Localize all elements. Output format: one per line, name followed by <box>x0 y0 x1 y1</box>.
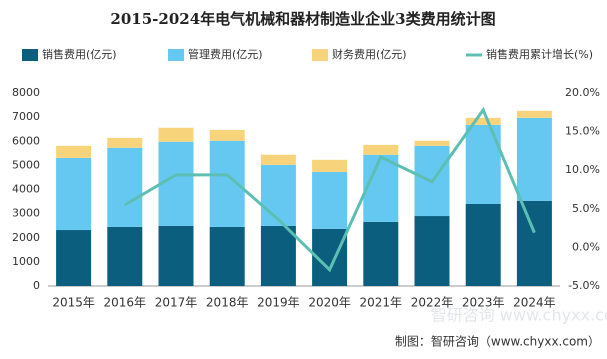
bar <box>414 140 450 146</box>
y2-tick-label: 5.0% <box>572 202 600 215</box>
x-tick-label: 2017年 <box>155 296 198 310</box>
y2-tick-label: 0.0% <box>572 240 600 253</box>
bar <box>516 117 552 201</box>
legend-label: 销售费用(亿元) <box>42 47 117 61</box>
bar <box>56 145 92 158</box>
x-tick-label: 2015年 <box>52 296 95 310</box>
bar <box>158 141 194 226</box>
bar <box>260 225 296 286</box>
bar <box>363 144 399 155</box>
x-tick-label: 2019年 <box>257 296 300 310</box>
y-tick-label: 6000 <box>12 134 40 147</box>
y-tick-label: 5000 <box>12 158 40 171</box>
legend-swatch <box>22 49 38 61</box>
bar <box>107 226 143 286</box>
bar <box>363 154 399 222</box>
bar <box>158 127 194 142</box>
source: 制图：智研咨询（www.chyxx.com） <box>395 334 600 349</box>
y-tick-label: 8000 <box>12 86 40 99</box>
bar <box>516 200 552 286</box>
y2-tick-label: 20.0% <box>565 86 600 99</box>
x-tick-label: 2023年 <box>462 296 505 310</box>
x-tick-label: 2016年 <box>104 296 147 310</box>
y2-tick-label: -5.0% <box>568 279 600 292</box>
line <box>124 106 536 273</box>
bar <box>465 203 501 286</box>
bar <box>56 230 92 286</box>
bar <box>312 159 348 172</box>
y-tick-label: 4000 <box>12 183 40 196</box>
bar <box>107 137 143 148</box>
bar <box>516 110 552 118</box>
x-tick-label: 2024年 <box>513 296 556 310</box>
x-tick-label: 2022年 <box>411 296 454 310</box>
bar <box>209 226 245 286</box>
y-tick-label: 1000 <box>12 255 40 268</box>
bar <box>56 157 92 231</box>
x-tick-label: 2021年 <box>360 296 403 310</box>
bar <box>158 225 194 286</box>
legend-swatch <box>312 49 328 61</box>
bar <box>107 147 143 227</box>
bar <box>414 216 450 286</box>
y-tick-label: 2000 <box>12 231 40 244</box>
y-tick-label: 7000 <box>12 110 40 123</box>
x-tick-label: 2018年 <box>206 296 249 310</box>
x-tick-label: 2020年 <box>308 296 351 310</box>
bar <box>363 221 399 286</box>
bar <box>465 117 501 125</box>
legend-label: 销售费用累计增长(%) <box>486 47 593 61</box>
bar <box>260 154 296 165</box>
y-tick-label: 3000 <box>12 207 40 220</box>
y-tick-label: 0 <box>33 279 40 292</box>
y2-tick-label: 15.0% <box>565 125 600 138</box>
bar <box>260 164 296 226</box>
y2-tick-label: 10.0% <box>565 163 600 176</box>
bar <box>312 171 348 229</box>
legend-label: 管理费用(亿元) <box>188 47 263 61</box>
watermark: 智研咨询 www.chyxx.com <box>431 306 607 325</box>
bar <box>209 129 245 141</box>
legend-label: 财务费用(亿元) <box>332 47 407 61</box>
legend-swatch <box>168 49 184 61</box>
chart-title: 2015-2024年电气机械和器材制造业企业3类费用统计图 <box>110 10 495 28</box>
